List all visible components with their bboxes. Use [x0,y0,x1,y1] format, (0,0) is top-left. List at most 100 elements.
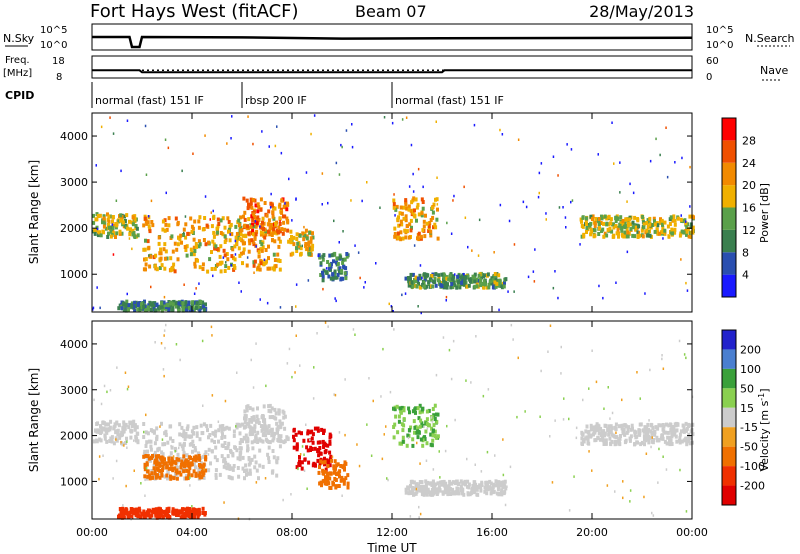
heatmap-cell [220,260,224,265]
heatmap-cell [193,264,197,269]
heatmap-cell [685,229,689,234]
heatmap-cell [665,468,668,471]
heatmap-cell [298,459,301,464]
heatmap-cell [335,471,339,476]
heatmap-cell [625,226,629,231]
heatmap-cell [589,221,593,226]
heatmap-cell [662,429,666,434]
heatmap-cell [223,269,227,273]
heatmap-cell [593,438,597,443]
heatmap-cell [191,305,195,310]
heatmap-cell [190,301,194,306]
heatmap-cell [176,452,180,457]
heatmap-cell [288,347,291,351]
heatmap-cell [322,445,326,449]
heatmap-cell [163,334,165,337]
heatmap-cell [644,292,646,295]
heatmap-cell [401,428,405,433]
heatmap-cell [170,445,174,450]
heatmap-cell [415,218,418,223]
heatmap-cell [283,203,287,208]
heatmap-cell [212,209,214,213]
heatmap-cell [404,214,408,219]
heatmap-cell [134,304,138,308]
heatmap-cell [494,454,496,457]
heatmap-cell [538,191,540,195]
heatmap-cell [689,235,693,239]
heatmap-cell [254,460,258,465]
heatmap-cell [184,215,187,218]
heatmap-cell [250,214,254,219]
heatmap-cell [150,285,152,289]
heatmap-cell [656,426,660,431]
frequency-panel: Freq. [MHz] 18 8 60 0 Nave [3,55,788,83]
power-colorbar-tick: 4 [742,269,749,282]
heatmap-cell [433,280,437,285]
heatmap-cell [538,171,541,175]
date-label: 28/May/2013 [589,2,694,21]
heatmap-cell [255,419,259,423]
heatmap-cell [653,229,657,234]
heatmap-cell [573,475,575,478]
heatmap-cell [99,306,101,310]
heatmap-cell [163,266,167,271]
heatmap-cell [120,440,122,444]
heatmap-cell [436,207,439,212]
heatmap-cell [253,215,257,219]
heatmap-cell [276,438,280,442]
heatmap-cell [382,347,384,351]
heatmap-cell [597,222,601,227]
heatmap-cell [107,422,111,427]
heatmap-cell [414,410,417,415]
heatmap-cell [616,227,620,232]
heatmap-cell [223,253,227,258]
heatmap-cell [562,418,565,421]
heatmap-cell [108,439,112,443]
noise-series-line [92,35,693,49]
heatmap-cell [204,302,207,307]
heatmap-cell [295,334,297,337]
heatmap-cell [194,471,198,476]
heatmap-cell [414,491,418,496]
heatmap-cell [609,429,613,434]
heatmap-cell [146,449,149,454]
heatmap-cell [278,434,280,437]
heatmap-cell [401,439,405,444]
heatmap-cell [316,458,320,463]
heatmap-cell [144,308,148,312]
heatmap-cell [194,465,197,470]
heatmap-cell [341,494,343,497]
heatmap-cell [168,424,172,429]
heatmap-cell [629,500,631,503]
heatmap-cell [307,460,311,465]
heatmap-cell [275,460,279,465]
heatmap-cell [480,275,484,280]
heatmap-cell [221,424,225,428]
heatmap-cell [246,448,249,453]
heatmap-cell [372,399,374,403]
velocity-colorbar-segment [722,368,736,389]
heatmap-cell [411,272,415,277]
heatmap-cell [687,439,691,444]
heatmap-cell [194,454,198,459]
heatmap-cell [345,129,348,132]
heatmap-cell [272,455,276,460]
heatmap-cell [143,216,147,221]
heatmap-cell [223,225,227,230]
heatmap-cell [144,257,148,262]
heatmap-cell [305,236,309,241]
heatmap-cell [170,444,172,448]
heatmap-cell [582,439,586,444]
heatmap-cell [162,461,166,466]
heatmap-cell [181,169,183,173]
heatmap-cell [302,234,306,239]
heatmap-cell [295,197,297,200]
heatmap-cell [237,474,241,479]
heatmap-cell [221,232,225,237]
heatmap-cell [280,227,284,232]
heatmap-cell [116,429,120,434]
heatmap-cell [184,235,188,240]
heatmap-cell [330,261,333,266]
heatmap-cell [292,438,296,443]
